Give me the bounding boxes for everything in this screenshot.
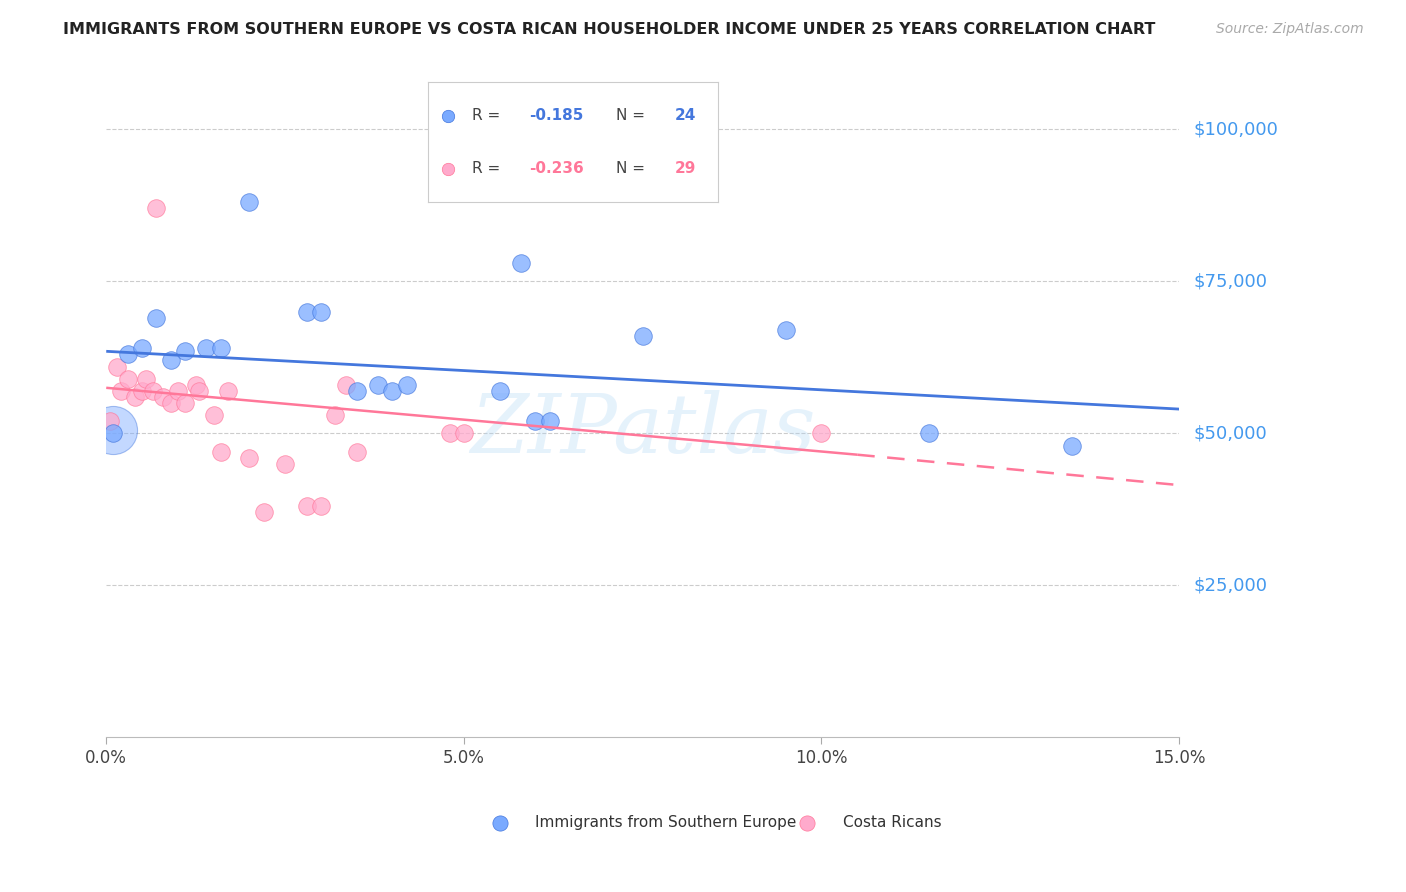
Point (346, 444, 368, 458)
Point (238, 450, 260, 465)
Point (131, 384, 153, 398)
Point (675, 177, 697, 191)
Text: Costa Ricans: Costa Ricans (844, 815, 942, 830)
Point (381, 384, 404, 398)
Point (209, 444, 232, 458)
Point (439, 426, 461, 441)
Point (453, 426, 475, 441)
Point (202, 408, 225, 422)
Point (538, 414, 561, 428)
Point (274, 457, 297, 471)
Point (395, 377, 418, 392)
Point (117, 372, 139, 386)
Point (295, 500, 318, 514)
Point (174, 344, 197, 359)
Text: IMMIGRANTS FROM SOUTHERN EUROPE VS COSTA RICAN HOUSEHOLDER INCOME UNDER 25 YEARS: IMMIGRANTS FROM SOUTHERN EUROPE VS COSTA… (63, 22, 1156, 37)
Point (105, 359, 128, 374)
Point (152, 390, 174, 404)
Text: ZIPatlas: ZIPatlas (470, 390, 815, 470)
Point (1060, 439, 1083, 453)
Text: $25,000: $25,000 (1194, 576, 1267, 594)
Point (810, 426, 832, 441)
Point (323, 408, 346, 422)
Point (188, 384, 211, 398)
Point (124, 390, 146, 404)
Point (309, 305, 332, 319)
Point (131, 341, 153, 355)
Point (166, 384, 188, 398)
Point (335, 377, 357, 392)
Point (184, 377, 207, 392)
Point (159, 353, 181, 368)
Point (145, 202, 167, 216)
Text: $100,000: $100,000 (1194, 120, 1278, 138)
Point (142, 384, 165, 398)
Point (217, 384, 239, 398)
Text: Immigrants from Southern Europe: Immigrants from Southern Europe (536, 815, 797, 830)
Text: Source: ZipAtlas.com: Source: ZipAtlas.com (1216, 22, 1364, 37)
Point (159, 396, 181, 410)
Point (103, 426, 125, 441)
Point (110, 384, 132, 398)
Point (195, 341, 218, 355)
Point (238, 195, 260, 210)
Point (98, 414, 121, 428)
Point (775, 323, 797, 337)
Point (103, 423, 125, 437)
Point (631, 329, 654, 343)
Text: $50,000: $50,000 (1194, 425, 1267, 442)
Point (510, 256, 533, 270)
Point (524, 414, 547, 428)
Point (796, 815, 818, 830)
Point (367, 377, 389, 392)
Point (209, 341, 232, 355)
Point (135, 372, 157, 386)
Point (488, 815, 510, 830)
Point (252, 506, 274, 520)
Point (295, 305, 318, 319)
Point (117, 347, 139, 361)
Point (346, 384, 368, 398)
Point (145, 310, 167, 325)
Text: $75,000: $75,000 (1194, 272, 1267, 291)
Point (488, 384, 510, 398)
Point (309, 500, 332, 514)
Point (174, 396, 197, 410)
Point (918, 426, 941, 441)
